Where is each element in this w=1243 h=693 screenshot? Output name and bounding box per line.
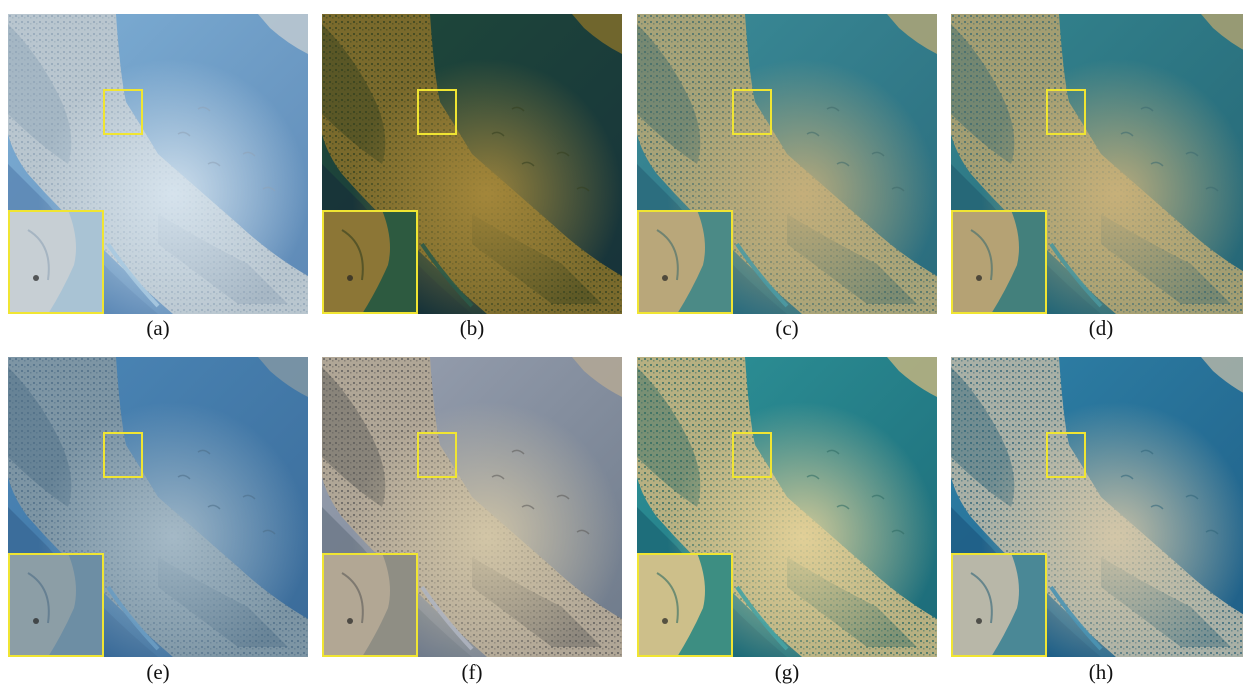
panel-caption: (g)	[774, 660, 800, 684]
zoom-inset	[951, 210, 1047, 314]
satellite-image-panel	[637, 14, 937, 314]
zoom-inset	[637, 210, 733, 314]
zoom-inset	[8, 553, 104, 657]
zoom-inset	[322, 210, 418, 314]
panel-caption: (f)	[461, 660, 483, 684]
panel-caption: (h)	[1088, 660, 1114, 684]
zoom-region-box	[1046, 432, 1086, 478]
zoom-inset	[951, 553, 1047, 657]
satellite-image-panel	[322, 14, 622, 314]
satellite-image-panel	[637, 357, 937, 657]
panel-caption: (e)	[146, 660, 170, 684]
zoom-region-box	[732, 89, 772, 135]
zoom-region-box	[732, 432, 772, 478]
zoom-region-box	[1046, 89, 1086, 135]
satellite-image	[8, 357, 308, 657]
satellite-image	[322, 14, 622, 314]
satellite-image	[951, 14, 1243, 314]
satellite-image	[637, 14, 937, 314]
zoom-inset	[322, 553, 418, 657]
zoom-region-box	[103, 432, 143, 478]
panel-caption: (d)	[1088, 316, 1114, 340]
satellite-image-panel	[322, 357, 622, 657]
panel-caption: (c)	[775, 316, 799, 340]
satellite-image	[637, 357, 937, 657]
satellite-image-panel	[951, 14, 1243, 314]
satellite-image	[8, 14, 308, 314]
zoom-inset	[637, 553, 733, 657]
zoom-region-box	[103, 89, 143, 135]
panel-caption: (b)	[459, 316, 485, 340]
satellite-image-panel	[951, 357, 1243, 657]
satellite-image-panel	[8, 14, 308, 314]
panel-caption: (a)	[146, 316, 170, 340]
zoom-inset	[8, 210, 104, 314]
zoom-region-box	[417, 89, 457, 135]
zoom-region-box	[417, 432, 457, 478]
satellite-image	[951, 357, 1243, 657]
satellite-image-panel	[8, 357, 308, 657]
satellite-image	[322, 357, 622, 657]
